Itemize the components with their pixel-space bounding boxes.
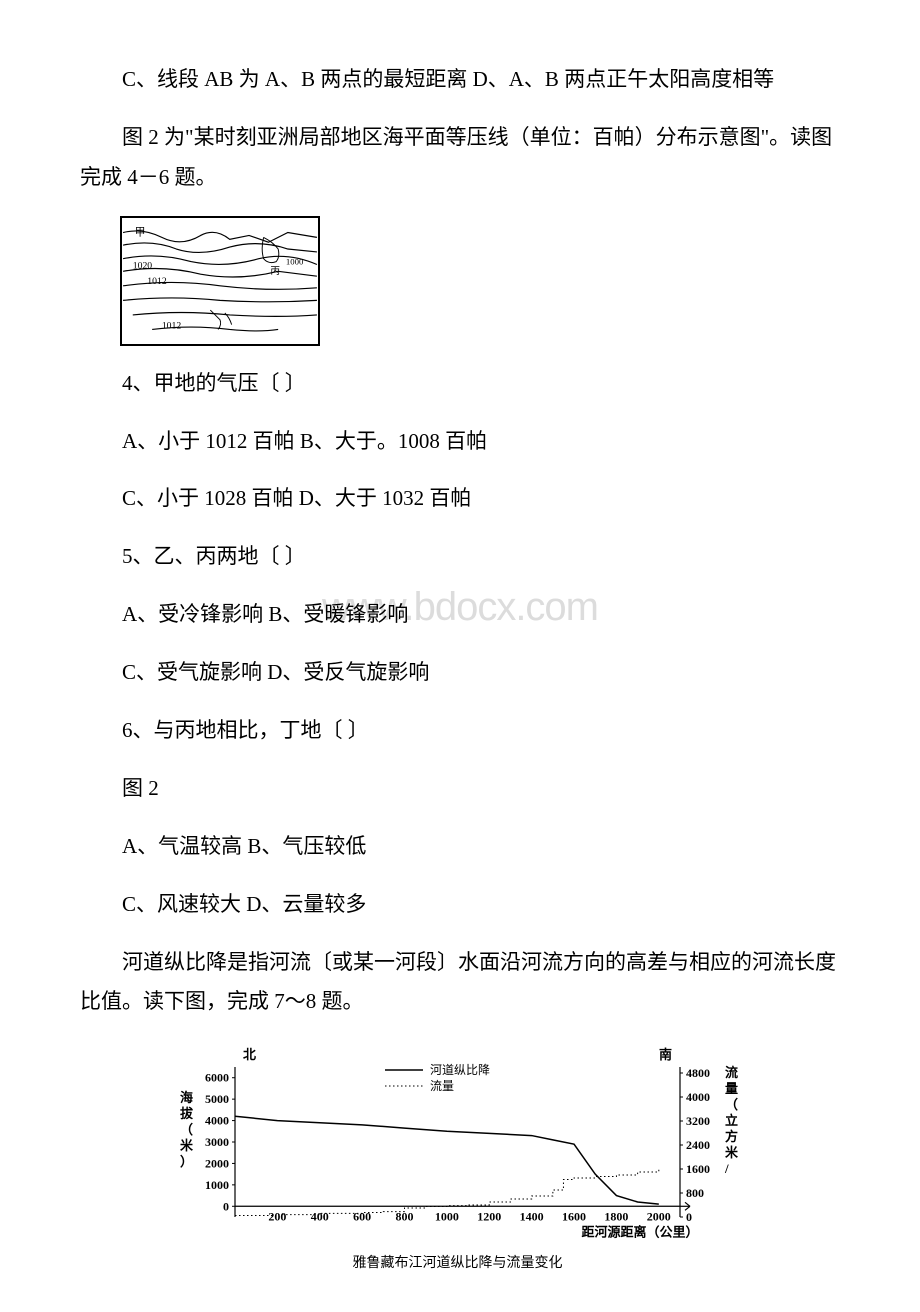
question-5-cd: C、受气旋影响 D、受反气旋影响 xyxy=(80,653,840,693)
svg-text:1800: 1800 xyxy=(604,1210,628,1224)
svg-text:200: 200 xyxy=(268,1210,286,1224)
svg-text:4000: 4000 xyxy=(686,1090,710,1104)
svg-text:（: （ xyxy=(725,1097,738,1112)
svg-text:量: 量 xyxy=(725,1081,738,1096)
svg-text:2400: 2400 xyxy=(686,1138,710,1152)
svg-text:400: 400 xyxy=(311,1210,329,1224)
svg-text:2000: 2000 xyxy=(205,1157,229,1171)
svg-text:3000: 3000 xyxy=(205,1135,229,1149)
svg-text:立: 立 xyxy=(725,1113,738,1128)
question-4: 4、甲地的气压〔 〕 xyxy=(80,364,840,404)
svg-text:1000: 1000 xyxy=(286,256,304,266)
question-5: 5、乙、丙两地〔 〕 xyxy=(80,537,840,577)
svg-text:600: 600 xyxy=(353,1210,371,1224)
svg-text:流: 流 xyxy=(725,1065,738,1080)
figure-river-chart: 0 1000 2000 3000 4000 5000 6000 0 800 1600 2400 320… xyxy=(170,1042,750,1272)
figure-2-label: 图 2 xyxy=(80,769,840,809)
question-4-ab: A、小于 1012 百帕 B、大于。1008 百帕 xyxy=(80,422,840,462)
svg-text:海: 海 xyxy=(180,1090,193,1105)
svg-text:1600: 1600 xyxy=(686,1162,710,1176)
svg-text:4800: 4800 xyxy=(686,1066,710,1080)
figure-isobar-map: 甲 1020 1012 丙 1000 1012 xyxy=(120,216,320,346)
svg-text:北: 北 xyxy=(243,1047,256,1062)
svg-text:1200: 1200 xyxy=(477,1210,501,1224)
isobar-value-1020: 1020 xyxy=(133,260,153,271)
svg-text:0: 0 xyxy=(223,1200,229,1214)
question-6: 6、与丙地相比，丁地〔 〕 xyxy=(80,711,840,751)
isobar-label-jia: 甲 xyxy=(135,227,146,238)
svg-text:河道纵比降: 河道纵比降 xyxy=(430,1063,490,1077)
paragraph-river-intro: 河道纵比降是指河流〔或某一河段〕水面沿河流方向的高差与相应的河流长度比值。读下图… xyxy=(80,943,840,1023)
svg-text:南: 南 xyxy=(659,1047,672,1062)
svg-text:）: ） xyxy=(180,1154,193,1169)
svg-text:4000: 4000 xyxy=(205,1114,229,1128)
svg-text:米: 米 xyxy=(180,1138,194,1153)
question-5-ab: A、受冷锋影响 B、受暖锋影响 xyxy=(80,595,840,635)
svg-text:方: 方 xyxy=(725,1129,738,1144)
svg-text:/: / xyxy=(724,1161,729,1176)
svg-text:距河源距离（公里）: 距河源距离（公里） xyxy=(581,1225,698,1240)
question-6-cd: C、风速较大 D、云量较多 xyxy=(80,885,840,925)
svg-text:0: 0 xyxy=(686,1210,692,1224)
question-4-cd: C、小于 1028 百帕 D、大于 1032 百帕 xyxy=(80,479,840,519)
question-6-ab: A、气温较高 B、气压较低 xyxy=(80,827,840,867)
svg-text:（: （ xyxy=(180,1122,193,1137)
svg-text:3200: 3200 xyxy=(686,1114,710,1128)
svg-text:拔: 拔 xyxy=(180,1106,194,1121)
svg-text:1000: 1000 xyxy=(205,1178,229,1192)
svg-text:1000: 1000 xyxy=(435,1210,459,1224)
svg-text:6000: 6000 xyxy=(205,1071,229,1085)
svg-text:2000: 2000 xyxy=(647,1210,671,1224)
figure-river-chart-container: 0 1000 2000 3000 4000 5000 6000 0 800 1600 2400 320… xyxy=(80,1042,840,1272)
isobar-value-1012b: 1012 xyxy=(162,320,182,331)
svg-text:1600: 1600 xyxy=(562,1210,586,1224)
svg-text:雅鲁藏布江河道纵比降与流量变化: 雅鲁藏布江河道纵比降与流量变化 xyxy=(353,1255,563,1271)
isobar-label-bing: 丙 xyxy=(270,266,280,277)
svg-text:800: 800 xyxy=(686,1186,704,1200)
svg-text:5000: 5000 xyxy=(205,1093,229,1107)
paragraph-options-cd: C、线段 AB 为 A、B 两点的最短距离 D、A、B 两点正午太阳高度相等 xyxy=(80,60,840,100)
svg-text:流量: 流量 xyxy=(430,1079,454,1093)
svg-text:1400: 1400 xyxy=(520,1210,544,1224)
svg-text:米: 米 xyxy=(725,1145,739,1160)
paragraph-fig2-intro: 图 2 为"某时刻亚洲局部地区海平面等压线（单位：百帕）分布示意图"。读图完成 … xyxy=(80,118,840,198)
document-content: C、线段 AB 为 A、B 两点的最短距离 D、A、B 两点正午太阳高度相等 图… xyxy=(80,60,840,1272)
isobar-value-1012a: 1012 xyxy=(147,276,167,287)
